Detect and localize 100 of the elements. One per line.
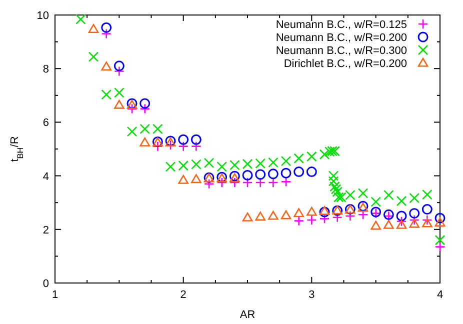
point bbox=[114, 100, 124, 109]
point bbox=[152, 141, 163, 152]
point bbox=[140, 98, 150, 109]
point bbox=[434, 212, 446, 224]
point bbox=[332, 186, 342, 198]
point bbox=[422, 218, 432, 228]
point bbox=[114, 60, 124, 72]
point bbox=[152, 124, 163, 134]
point bbox=[330, 184, 342, 194]
point bbox=[255, 158, 266, 169]
point bbox=[306, 214, 317, 226]
point bbox=[319, 149, 330, 160]
point bbox=[328, 176, 339, 186]
point bbox=[178, 134, 189, 145]
x-tick-label: 4 bbox=[436, 289, 444, 301]
legend-label: Neumann B.C., w/R=0.300 bbox=[276, 45, 407, 57]
point bbox=[319, 206, 330, 215]
point bbox=[101, 28, 112, 39]
x-axis-title: AR bbox=[240, 309, 256, 321]
point bbox=[230, 173, 240, 182]
point bbox=[280, 176, 292, 187]
y-tick-label: 0 bbox=[42, 278, 49, 290]
point bbox=[101, 22, 112, 33]
point bbox=[319, 214, 330, 224]
point bbox=[384, 190, 394, 200]
point bbox=[230, 160, 240, 170]
point bbox=[294, 208, 304, 218]
point bbox=[333, 192, 344, 202]
point bbox=[409, 192, 420, 204]
x-tick-label: 3 bbox=[308, 289, 315, 301]
point bbox=[396, 220, 407, 229]
point bbox=[280, 210, 292, 220]
point bbox=[101, 89, 112, 100]
point bbox=[114, 88, 124, 98]
legend-label: Neumann B.C., w/R=0.200 bbox=[276, 32, 407, 44]
point bbox=[191, 174, 202, 184]
y-tick-label: 8 bbox=[42, 64, 49, 76]
y-tick-label: 6 bbox=[42, 117, 49, 130]
legend-label: Dirichlet B.C., w/R=0.200 bbox=[284, 58, 407, 70]
point bbox=[101, 62, 112, 71]
point bbox=[216, 162, 227, 172]
point bbox=[370, 196, 381, 207]
point bbox=[409, 218, 420, 228]
point bbox=[409, 208, 420, 219]
x-tick-label: 2 bbox=[180, 289, 186, 301]
point bbox=[319, 206, 330, 218]
point bbox=[140, 137, 150, 146]
point bbox=[114, 66, 124, 76]
point bbox=[434, 234, 446, 246]
point bbox=[422, 189, 432, 200]
point bbox=[268, 168, 278, 180]
point bbox=[126, 126, 138, 137]
point bbox=[294, 166, 304, 178]
point bbox=[268, 157, 278, 168]
point bbox=[255, 212, 266, 221]
point bbox=[324, 146, 335, 157]
point bbox=[396, 216, 407, 227]
point bbox=[242, 158, 253, 170]
point bbox=[230, 177, 240, 188]
point bbox=[165, 162, 176, 172]
point bbox=[294, 216, 304, 226]
point bbox=[88, 52, 99, 62]
point bbox=[204, 178, 214, 189]
point bbox=[396, 210, 407, 222]
point bbox=[255, 169, 266, 180]
point bbox=[191, 141, 202, 152]
point bbox=[422, 204, 432, 215]
point bbox=[306, 151, 317, 162]
point bbox=[345, 210, 356, 222]
point bbox=[294, 153, 304, 164]
point bbox=[370, 220, 381, 230]
point bbox=[242, 212, 253, 222]
point bbox=[409, 214, 420, 226]
y-tick-label: 4 bbox=[42, 170, 49, 183]
point bbox=[306, 166, 317, 178]
y-tick-label: 10 bbox=[36, 10, 49, 22]
x-tick-label: 1 bbox=[52, 289, 58, 301]
point bbox=[242, 170, 253, 181]
point bbox=[330, 146, 340, 156]
point bbox=[178, 160, 188, 171]
point bbox=[126, 104, 138, 114]
point bbox=[422, 214, 432, 226]
point bbox=[358, 188, 368, 198]
point bbox=[280, 156, 292, 166]
point bbox=[191, 159, 202, 170]
legend-label: Neumann B.C., w/R=0.125 bbox=[276, 19, 407, 31]
point bbox=[178, 174, 188, 184]
point bbox=[280, 168, 292, 178]
point bbox=[396, 196, 407, 206]
point bbox=[140, 124, 150, 134]
y-tick-label: 2 bbox=[42, 224, 49, 236]
point bbox=[88, 24, 99, 34]
point bbox=[190, 134, 202, 145]
point bbox=[140, 104, 150, 114]
point bbox=[434, 242, 446, 252]
point bbox=[268, 210, 278, 220]
point bbox=[178, 141, 188, 152]
point bbox=[306, 206, 317, 216]
point bbox=[434, 218, 446, 226]
point bbox=[204, 158, 214, 168]
